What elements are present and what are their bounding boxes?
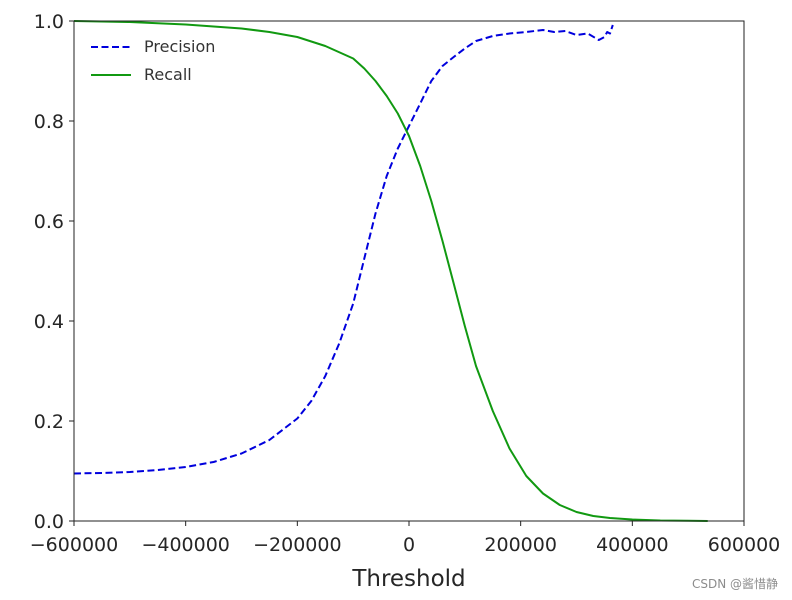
x-tick-label: 200000 [484, 534, 557, 556]
x-tick-label: −600000 [30, 534, 118, 556]
y-tick-label: 0.8 [34, 111, 64, 133]
x-axis-label: Threshold [351, 566, 465, 592]
x-tick-label: 0 [403, 534, 415, 556]
y-tick-label: 0.6 [34, 211, 64, 233]
series-recall-line [73, 20, 708, 522]
legend-recall-label: Recall [144, 65, 192, 84]
y-axis: 0.0 0.2 0.4 0.6 0.8 1.0 [34, 11, 74, 533]
y-tick-label: 0.0 [34, 511, 64, 533]
series-layer [73, 20, 708, 522]
x-tick-label: 600000 [708, 534, 781, 556]
y-tick-label: 1.0 [34, 11, 64, 33]
y-tick-label: 0.4 [34, 311, 64, 333]
y-tick-label: 0.2 [34, 411, 64, 433]
x-tick-label: −200000 [253, 534, 341, 556]
legend-precision-label: Precision [144, 37, 215, 56]
x-tick-label: 400000 [596, 534, 669, 556]
x-axis: −600000 −400000 −200000 0 200000 400000 600000 [30, 521, 780, 556]
legend: Precision Recall [91, 37, 215, 84]
series-precision-line [73, 24, 614, 475]
x-tick-label: −400000 [141, 534, 229, 556]
watermark: CSDN @酱惜静 [691, 577, 778, 591]
plot-area [74, 21, 744, 521]
